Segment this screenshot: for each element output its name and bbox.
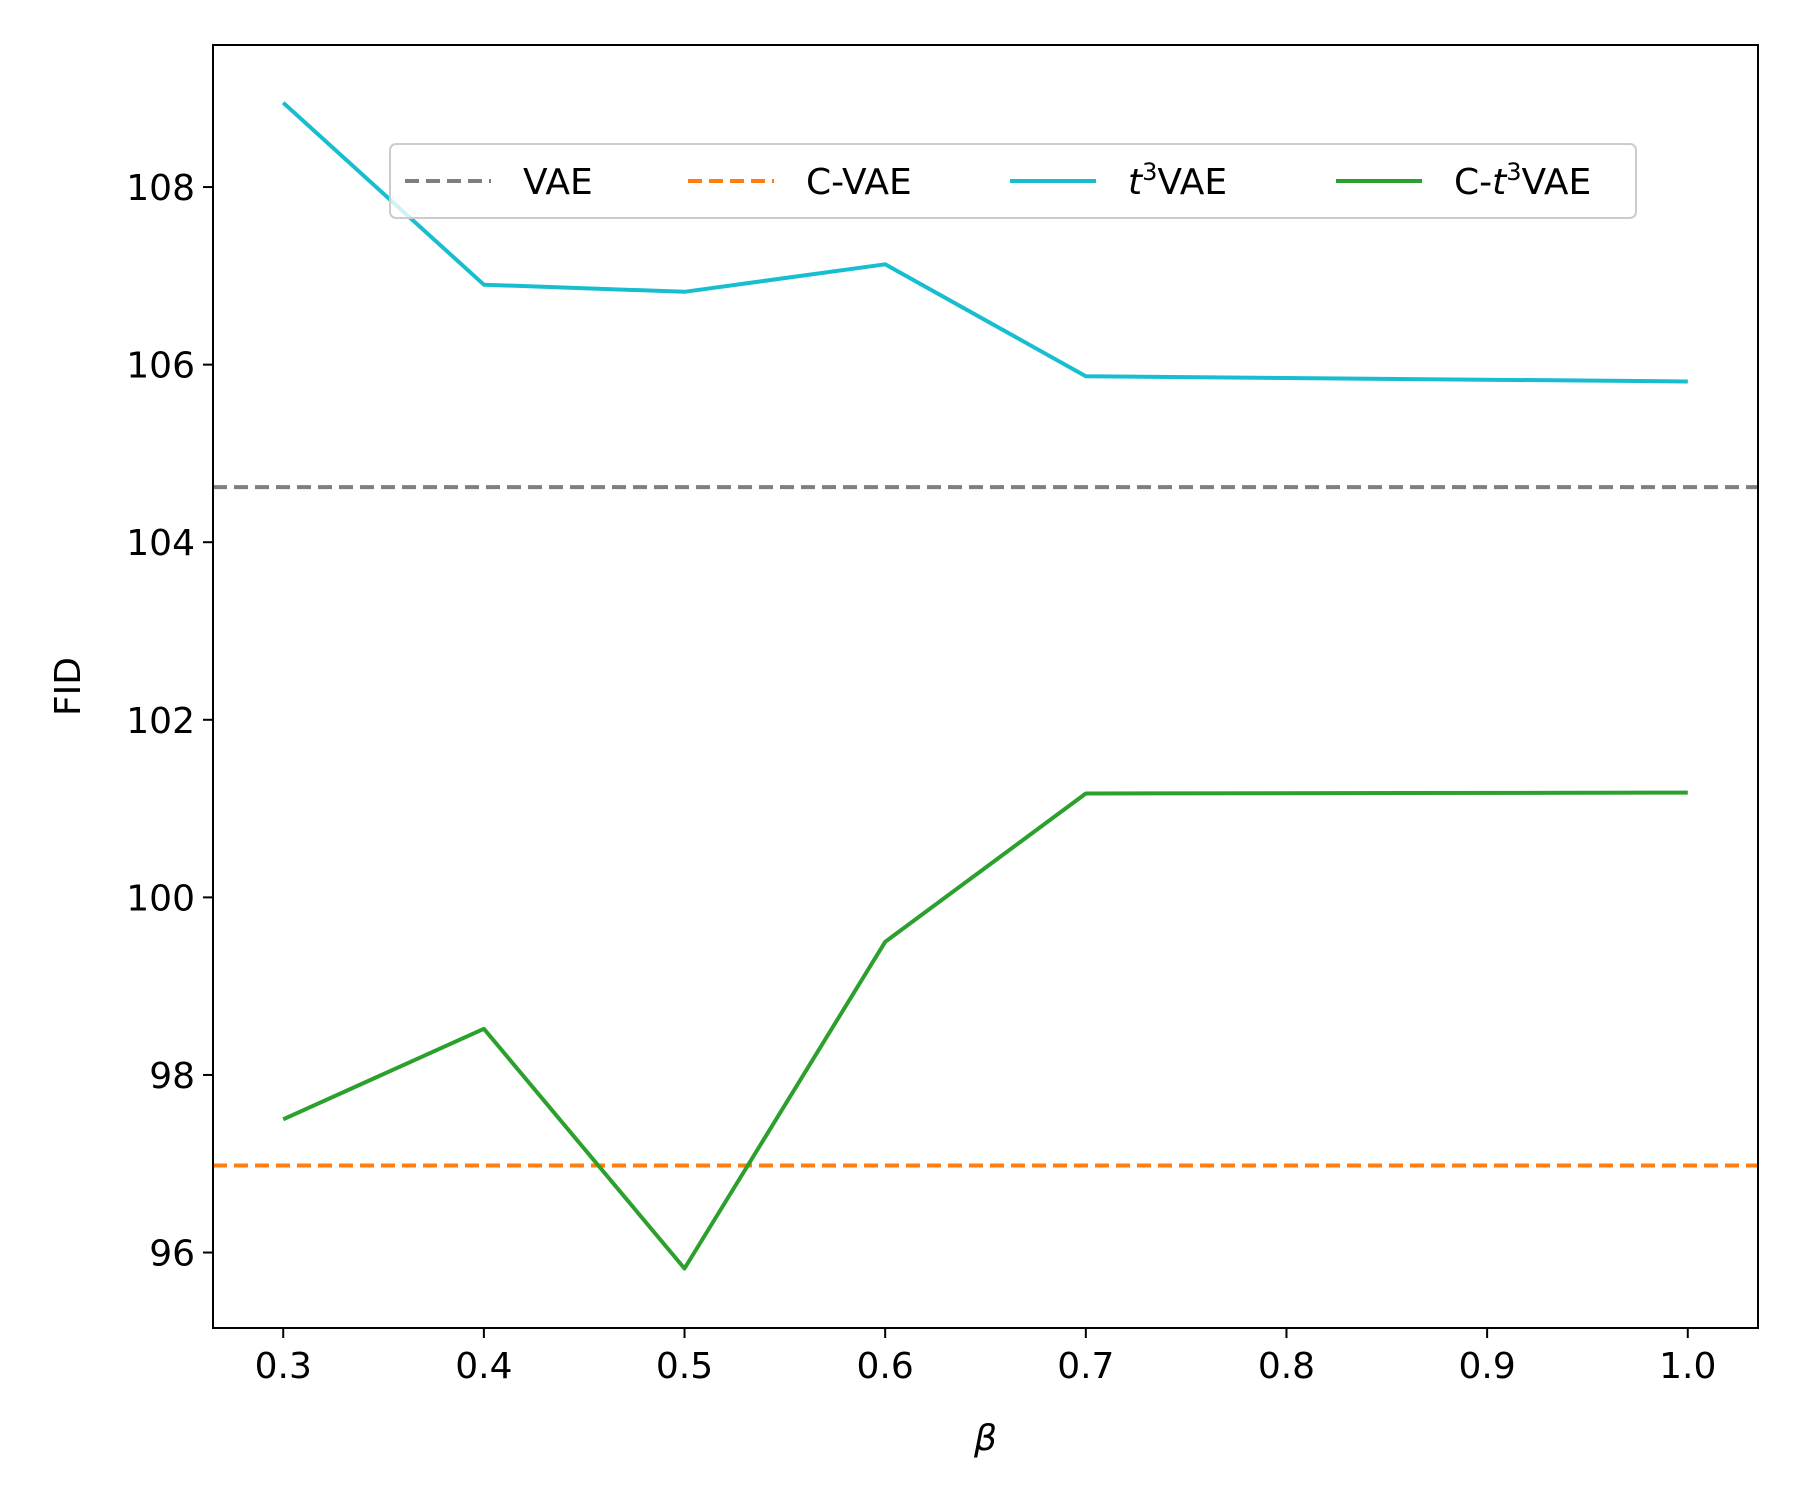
series-line-t3vae (281, 101, 1688, 384)
y-tick-label: 100 (126, 878, 195, 919)
x-tick-label: 0.9 (1458, 1346, 1515, 1387)
x-tick-label: 0.8 (1258, 1346, 1315, 1387)
legend-label: t3VAE (1128, 158, 1227, 203)
x-tick-label: 0.5 (656, 1346, 713, 1387)
legend-label: C-VAE (806, 162, 912, 203)
y-tick-label: 106 (126, 346, 195, 387)
y-tick-label: 108 (126, 168, 195, 209)
series-line-c-t3vae (282, 790, 1688, 1271)
y-axis-label: FID (48, 657, 89, 716)
x-tick-label: 0.7 (1057, 1346, 1114, 1387)
axes-frame (212, 44, 1759, 1329)
y-tick-label: 96 (149, 1234, 195, 1275)
y-axis: 96 98 100 102 104 106 108 (126, 168, 213, 1275)
y-tick-label: 102 (126, 701, 195, 742)
x-tick-label: 0.3 (255, 1346, 312, 1387)
x-tick-label: 1.0 (1659, 1346, 1716, 1387)
x-axis-label: β (973, 1418, 997, 1459)
legend-label: VAE (523, 162, 593, 203)
x-axis: 0.3 0.4 0.5 0.6 0.7 0.8 0.9 1.0 (255, 1328, 1716, 1387)
y-tick-label: 98 (149, 1056, 195, 1097)
x-tick-label: 0.6 (857, 1346, 914, 1387)
plot-area (213, 101, 1758, 1271)
legend: VAE C-VAE t3VAE C-t3VAE (389, 143, 1637, 219)
y-tick-label: 104 (126, 523, 195, 564)
x-tick-label: 0.4 (455, 1346, 512, 1387)
legend-label: C-t3VAE (1454, 158, 1591, 203)
